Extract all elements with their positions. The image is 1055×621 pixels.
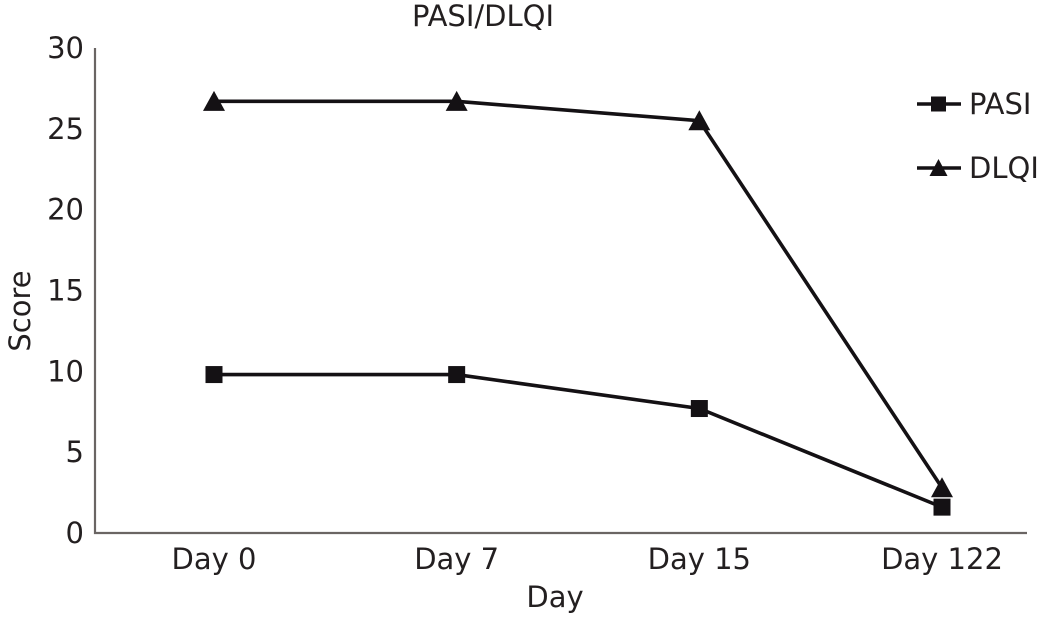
x-tick-label: Day 122 <box>881 542 1003 576</box>
y-tick-label: 5 <box>66 435 84 469</box>
marker-dlqi-3 <box>931 477 953 498</box>
square-marker-icon <box>917 96 961 112</box>
chart-title: PASI/DLQI <box>411 0 555 33</box>
x-tick-label: Day 15 <box>648 542 751 576</box>
x-tick-label: Day 7 <box>414 542 499 576</box>
marker-dlqi-0 <box>203 90 225 111</box>
series-line-dlqi <box>214 99 944 489</box>
triangle-marker-icon <box>917 159 961 176</box>
marker-dlqi-1 <box>445 90 468 111</box>
x-axis-label: Day <box>526 580 584 614</box>
legend-label-pasi: PASI <box>969 87 1032 121</box>
legend-item-pasi: PASI <box>916 89 1039 119</box>
y-tick-label: 20 <box>47 193 84 227</box>
marker-pasi-2 <box>690 400 708 418</box>
legend-item-dlqi: DLQI <box>916 153 1039 183</box>
axes-spines <box>93 48 1027 535</box>
series-line-pasi <box>214 372 943 509</box>
y-tick-label: 10 <box>47 354 84 388</box>
y-tick-label: 25 <box>47 112 84 146</box>
y-tick-label: 30 <box>47 31 84 65</box>
y-tick-label: 15 <box>47 274 84 308</box>
y-tick-label: 0 <box>66 516 84 550</box>
legend-label-dlqi: DLQI <box>969 151 1039 185</box>
marker-pasi-1 <box>448 366 466 384</box>
legend: PASI DLQI <box>916 89 1039 183</box>
marker-dlqi-2 <box>688 110 711 131</box>
marker-pasi-3 <box>933 498 951 516</box>
marker-pasi-0 <box>205 366 223 384</box>
x-tick-label: Day 0 <box>172 542 257 576</box>
